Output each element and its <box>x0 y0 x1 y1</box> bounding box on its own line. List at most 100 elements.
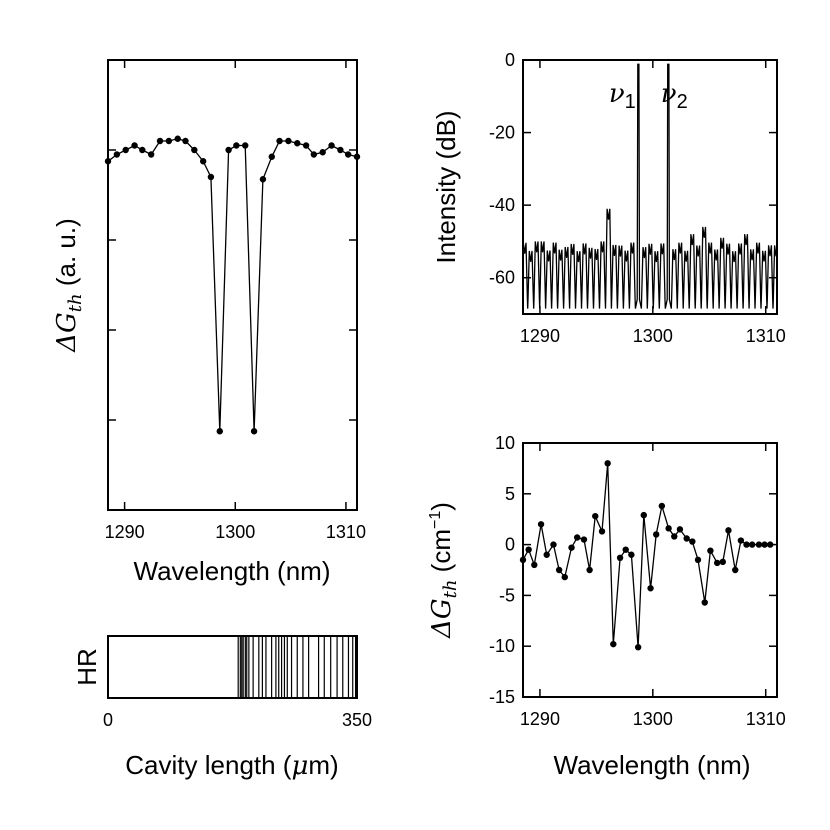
gain-difference-point <box>707 547 714 554</box>
spectrum-annotation-sub: 1 <box>625 91 636 113</box>
gain-difference-point <box>610 640 617 648</box>
threshold-gain-panel: 1290 1300 1310 Wavelength (nm) ΔGth (a. u.… <box>51 59 366 586</box>
gain-difference-point <box>755 541 763 548</box>
threshold-ylabel-sub: th <box>65 293 86 312</box>
spectrum-ytick-label: -40 <box>489 195 515 215</box>
threshold-point <box>165 137 173 145</box>
gain-difference-point <box>525 546 532 553</box>
threshold-point <box>207 173 215 181</box>
gain-difference-ytick-label: 0 <box>505 535 515 555</box>
threshold-point <box>250 428 258 435</box>
threshold-point <box>353 153 361 160</box>
spectrum-ytick-label: -20 <box>489 123 515 143</box>
gain-difference-point <box>622 546 629 553</box>
threshold-point <box>199 158 207 165</box>
spectrum-annotation: ν1 <box>609 79 636 113</box>
gain-difference-point <box>743 541 750 548</box>
gain-difference-ytick-label: 10 <box>495 433 515 453</box>
threshold-gain-frame <box>107 59 358 511</box>
threshold-ylabel-symbol: ΔG <box>52 312 82 353</box>
spectrum-xtick-label: 1310 <box>746 326 786 346</box>
spectrum-annotation-symbol: ν <box>661 79 677 109</box>
gain-difference-point <box>550 541 557 548</box>
threshold-point <box>259 176 267 183</box>
threshold-point <box>319 149 326 156</box>
gain-difference-point <box>719 558 727 566</box>
threshold-point <box>344 151 352 158</box>
spectrum-annotation-symbol: ν <box>609 79 625 109</box>
spectrum-line <box>522 63 778 309</box>
spectrum-xtick-label: 1290 <box>520 326 560 346</box>
gain-difference-point <box>628 551 635 558</box>
spectrum-ylabel: Intensity (dB) <box>431 110 461 263</box>
gain-difference-panel: 1290 1300 1310 10 5 0 -5 -10 -15 Wavelength (nm… <box>426 433 786 780</box>
cavity-frame <box>107 635 358 699</box>
gain-difference-point <box>761 541 768 548</box>
spectrum-panel: 1290 1300 1310 0-20-40-60 ν1 ν2 Intensity (… <box>431 50 786 346</box>
gain-difference-point <box>713 559 721 567</box>
threshold-point <box>104 158 112 165</box>
gain-difference-point <box>732 566 739 574</box>
gain-difference-point <box>592 512 599 520</box>
gain-difference-point <box>737 537 745 544</box>
threshold-point <box>191 146 198 154</box>
cavity-xlabel-prefix: Cavity length ( <box>125 750 292 780</box>
gain-difference-ylabel-sub: th <box>440 580 461 599</box>
threshold-xlabel: Wavelength (nm) <box>134 556 331 586</box>
gain-difference-xtick-label: 1300 <box>633 709 673 729</box>
threshold-xtick-label: 1310 <box>326 522 366 542</box>
threshold-point <box>216 428 223 435</box>
spectrum-xtick-label: 1300 <box>633 326 673 346</box>
cavity-xtick-label: 0 <box>103 710 113 730</box>
cavity-ylabel: HR <box>72 648 102 686</box>
threshold-point <box>233 142 240 149</box>
gain-difference-ylabel-sup: −1 <box>427 511 444 529</box>
gain-difference-point <box>647 585 654 592</box>
threshold-point <box>147 151 155 158</box>
gain-difference-point <box>616 554 624 562</box>
threshold-point <box>182 137 189 145</box>
threshold-point <box>131 142 138 149</box>
cavity-xlabel-mu: μ <box>291 751 308 781</box>
gain-difference-ytick-label: 5 <box>505 484 515 504</box>
gain-difference-xtick-label: 1290 <box>520 709 560 729</box>
spectrum-ytick-label: -60 <box>489 268 515 288</box>
threshold-point <box>174 135 181 142</box>
threshold-xtick-label: 1290 <box>105 522 145 542</box>
gain-difference-point <box>665 525 672 532</box>
gain-difference-ytick-label: -15 <box>489 687 515 707</box>
spectrum-annotation: ν2 <box>661 79 688 113</box>
gain-difference-point <box>586 566 593 574</box>
gain-difference-ylabel: ΔGth (cm−1) <box>426 502 461 639</box>
threshold-point <box>139 146 146 154</box>
gain-difference-point <box>604 460 611 467</box>
gain-difference-xlabel: Wavelength (nm) <box>554 750 751 780</box>
spectrum-frame <box>522 59 778 315</box>
cavity-xlabel: Cavity length (μm) <box>125 750 338 781</box>
threshold-point <box>225 146 232 154</box>
threshold-point <box>122 146 129 154</box>
threshold-ylabel: ΔGth (a. u.) <box>51 218 86 353</box>
gain-difference-point <box>658 502 666 510</box>
gain-difference-point <box>568 544 575 551</box>
gain-difference-ytick-label: -5 <box>499 585 515 605</box>
gain-difference-ylabel-close: ) <box>426 502 456 511</box>
gain-difference-point <box>701 599 708 606</box>
gain-difference-ytick-label: -10 <box>489 636 515 656</box>
gain-difference-frame <box>522 442 778 698</box>
threshold-point <box>268 153 275 160</box>
gain-difference-point <box>676 526 684 533</box>
threshold-point <box>156 137 164 145</box>
threshold-point <box>328 142 335 149</box>
gain-difference-point <box>543 551 550 558</box>
threshold-point <box>302 142 310 149</box>
threshold-point <box>242 142 249 149</box>
gain-difference-point <box>767 541 774 548</box>
gain-difference-point <box>519 556 527 564</box>
gain-difference-point <box>748 541 756 548</box>
gain-difference-point <box>598 528 606 535</box>
gain-difference-point <box>561 573 568 581</box>
threshold-xtick-label: 1300 <box>215 522 255 542</box>
gain-difference-point <box>555 566 563 574</box>
